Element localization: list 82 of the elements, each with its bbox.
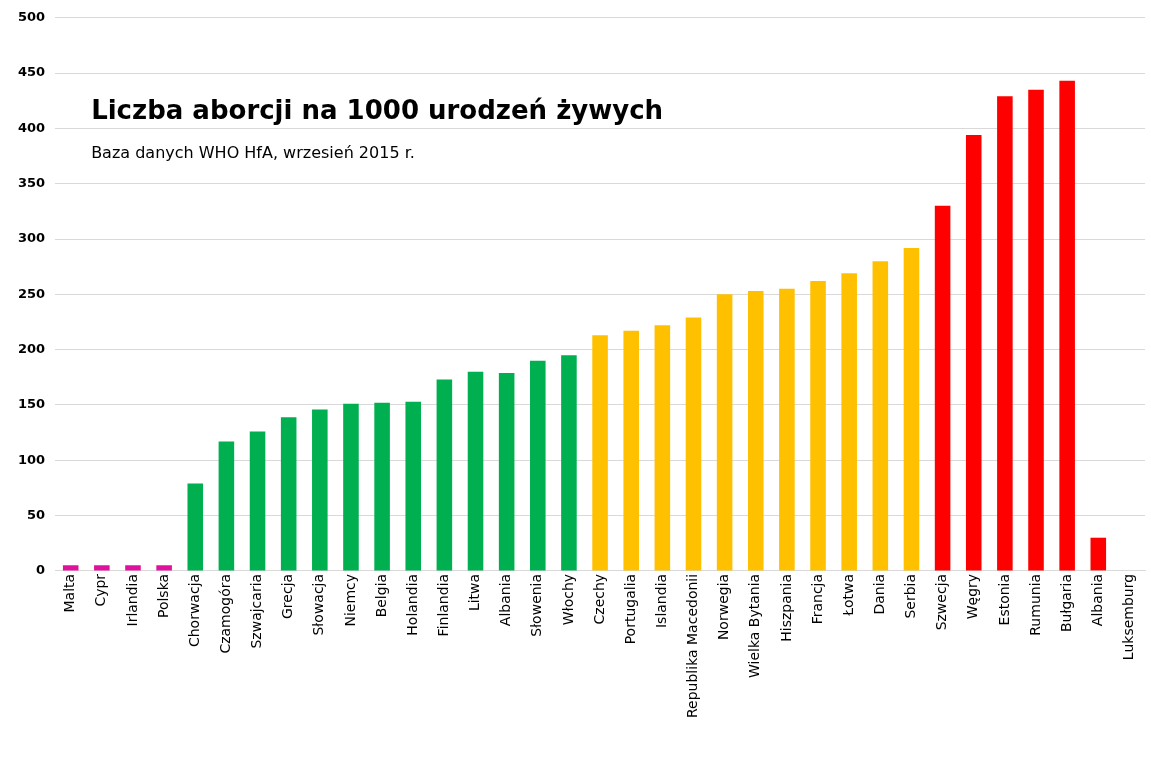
bar — [218, 441, 235, 571]
x-tick-label: Luksemburg — [1120, 573, 1137, 661]
y-tick-label: 500 — [18, 9, 46, 25]
y-tick-label: 250 — [18, 285, 46, 301]
x-tick-label: Albania — [497, 573, 514, 627]
bar — [280, 417, 297, 571]
x-tick-label: Szwajcaria — [248, 573, 265, 649]
x-tick-label: Litwa — [466, 573, 483, 612]
bar — [156, 565, 172, 571]
y-tick-label: 100 — [18, 451, 46, 467]
bar — [436, 379, 453, 571]
x-tick-label: Serbia — [902, 573, 919, 619]
x-tick-label: Finlandia — [435, 573, 452, 637]
bar — [872, 261, 889, 571]
x-tick-label: Rumunia — [1026, 573, 1043, 636]
y-tick-label: 300 — [18, 230, 46, 246]
y-tick-label: 0 — [36, 562, 46, 578]
bar — [530, 360, 546, 571]
bar — [312, 409, 328, 571]
bar — [747, 291, 764, 571]
x-tick-label: Czamogóra — [217, 573, 234, 654]
x-tick-label: Malta — [61, 573, 78, 613]
bar — [934, 205, 951, 571]
x-tick-label: Dania — [870, 573, 887, 615]
bar — [779, 288, 795, 571]
x-tick-label: Albania — [1088, 573, 1105, 627]
bar — [561, 355, 577, 571]
y-tick-label: 350 — [18, 175, 46, 191]
x-tick-label: Wielka Bytania — [746, 573, 763, 679]
bar — [1059, 80, 1075, 571]
x-tick-label: Islandia — [652, 573, 669, 629]
bar — [1090, 537, 1107, 571]
x-tick-label: Szwecja — [933, 573, 950, 631]
bar — [810, 281, 826, 571]
y-tick-label: 200 — [18, 341, 46, 357]
x-tick-label: Holandia — [403, 573, 420, 636]
x-tick-label: Belgia — [372, 573, 389, 618]
x-tick-label: Włochy — [559, 573, 576, 626]
bar — [374, 402, 390, 571]
bar — [405, 401, 422, 571]
bar — [94, 565, 110, 571]
text: Baza danych WHO HfA, wrzesień 2015 r. — [91, 143, 415, 162]
x-tick-label: Chorwacja — [185, 573, 202, 648]
x-tick-label: Grecja — [279, 573, 296, 619]
bar — [654, 325, 671, 571]
x-tick-label: Hiszpania — [777, 573, 794, 642]
bar — [125, 565, 141, 571]
x-tick-label: Węgry — [964, 573, 981, 620]
bar — [623, 330, 639, 571]
bar — [592, 335, 608, 571]
x-tick-label: Francja — [808, 573, 825, 625]
y-tick-label: 450 — [18, 64, 46, 80]
bar — [249, 431, 266, 571]
bar — [187, 483, 204, 571]
bar — [498, 372, 515, 571]
bar — [965, 135, 982, 571]
x-tick-label: Polska — [154, 573, 171, 619]
bar — [467, 371, 484, 571]
bar — [62, 565, 79, 571]
bar — [1028, 89, 1044, 571]
y-tick-label: 400 — [18, 119, 46, 135]
x-tick-label: Portugalia — [621, 573, 638, 645]
x-tick-label: Niemcy — [341, 573, 358, 627]
bar — [841, 273, 857, 571]
x-tick-label: Estonia — [995, 573, 1012, 626]
x-tick-label: Cypr — [92, 573, 109, 607]
x-tick-label: Czechy — [590, 573, 607, 625]
bar — [343, 403, 359, 571]
text: Liczba aborcji na 1000 urodzeń żywych — [91, 95, 664, 125]
bar — [903, 247, 920, 571]
x-tick-label: Słowacja — [310, 573, 327, 636]
x-tick-label: Bułgaria — [1057, 573, 1074, 633]
bar — [685, 317, 702, 571]
y-tick-label: 150 — [18, 396, 46, 412]
x-tick-label: Słowenia — [528, 573, 545, 637]
bar — [997, 96, 1013, 571]
x-tick-label: Republika Macedonii — [684, 573, 701, 719]
x-tick-label: Norwegia — [715, 573, 732, 641]
y-tick-label: 50 — [27, 506, 46, 522]
bar — [716, 294, 733, 571]
x-tick-label: Łotwa — [839, 573, 856, 617]
x-tick-label: Irlandia — [123, 573, 140, 627]
